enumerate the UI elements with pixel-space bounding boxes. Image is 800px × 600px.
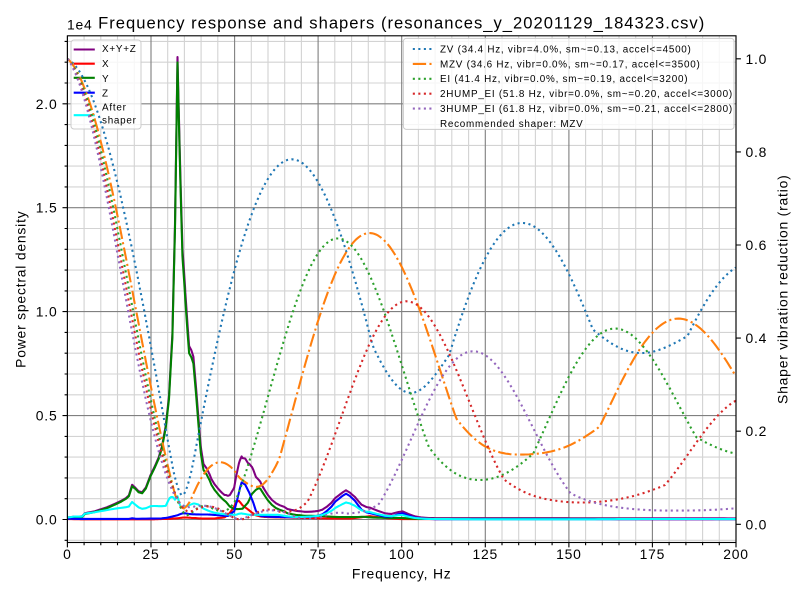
svg-text:X: X [102,59,109,70]
svg-text:100: 100 [389,546,415,562]
svg-text:EI (41.4 Hz, vibr=0.0%, sm~=0.: EI (41.4 Hz, vibr=0.0%, sm~=0.19, accel<… [440,74,688,85]
svg-text:0.8: 0.8 [746,144,768,160]
svg-text:3HUMP_EI (61.8 Hz, vibr=0.0%,: 3HUMP_EI (61.8 Hz, vibr=0.0%, sm~=0.21, … [440,104,733,115]
svg-text:2.0: 2.0 [36,96,58,112]
svg-text:shaper: shaper [102,116,137,127]
svg-text:Z: Z [102,89,109,100]
svg-text:0.4: 0.4 [746,330,768,346]
svg-text:175: 175 [640,546,666,562]
svg-text:200: 200 [723,546,749,562]
svg-text:125: 125 [473,546,499,562]
svg-text:1.5: 1.5 [36,200,58,216]
svg-text:1e4: 1e4 [67,17,93,33]
svg-text:X+Y+Z: X+Y+Z [102,44,137,55]
svg-text:0.6: 0.6 [746,237,768,253]
svg-text:1.0: 1.0 [36,304,58,320]
svg-text:0.0: 0.0 [36,512,58,528]
svg-text:1.0: 1.0 [746,51,768,67]
svg-text:25: 25 [142,546,159,562]
svg-text:After: After [102,102,127,113]
svg-text:Power spectral density: Power spectral density [13,211,29,368]
svg-text:MZV (34.6 Hz, vibr=0.0%, sm~=0: MZV (34.6 Hz, vibr=0.0%, sm~=0.17, accel… [440,59,701,70]
svg-text:Frequency, Hz: Frequency, Hz [352,565,452,581]
svg-text:0: 0 [63,546,72,562]
svg-text:0.5: 0.5 [36,408,58,424]
svg-text:2HUMP_EI (51.8 Hz, vibr=0.0%,: 2HUMP_EI (51.8 Hz, vibr=0.0%, sm~=0.20, … [440,89,733,100]
svg-text:Frequency response and shapers: Frequency response and shapers (resonanc… [98,13,705,32]
svg-text:0.2: 0.2 [746,423,768,439]
svg-text:Shaper vibration reduction (ra: Shaper vibration reduction (ratio) [775,174,791,404]
svg-text:ZV (34.4 Hz, vibr=4.0%, sm~=0.: ZV (34.4 Hz, vibr=4.0%, sm~=0.13, accel<… [440,44,692,55]
svg-text:75: 75 [310,546,327,562]
svg-text:150: 150 [556,546,582,562]
svg-text:Recommended shaper: MZV: Recommended shaper: MZV [440,119,583,130]
svg-text:50: 50 [226,546,243,562]
svg-text:Y: Y [102,74,109,85]
svg-text:0.0: 0.0 [746,516,768,532]
